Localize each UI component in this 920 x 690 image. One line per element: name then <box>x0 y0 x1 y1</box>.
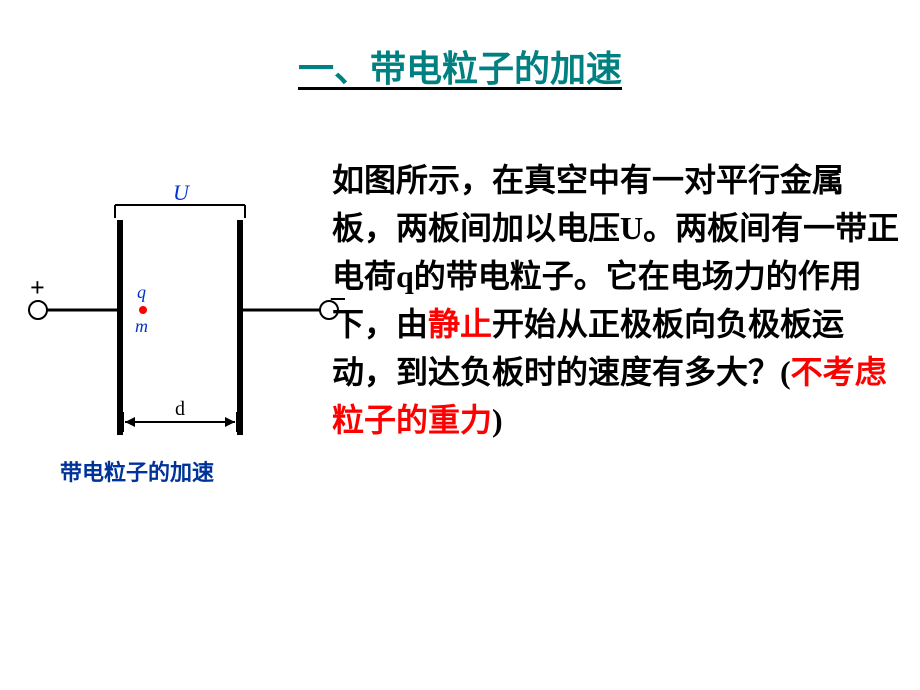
diagram-svg: U + _ q m d <box>15 165 345 495</box>
plus-sign: + <box>30 273 45 302</box>
charge-label: q <box>137 282 146 302</box>
diagram-caption: 带电粒子的加速 <box>60 455 214 487</box>
d-arrow-left <box>125 417 135 427</box>
d-arrow-right <box>225 417 235 427</box>
body-paragraph: 如图所示，在真空中有一对平行金属板，两板间加以电压U。两板间有一带正电荷q的带电… <box>332 156 902 444</box>
body-segment: ) <box>492 402 503 438</box>
voltage-label: U <box>173 180 191 205</box>
mass-label: m <box>135 316 148 336</box>
caption-text: 带电粒子的加速 <box>60 460 214 485</box>
particle-dot <box>139 306 147 314</box>
physics-diagram: U + _ q m d <box>15 165 345 495</box>
section-title: 一、带电粒子的加速 <box>298 40 622 92</box>
distance-label: d <box>175 398 185 420</box>
title-text: 一、带电粒子的加速 <box>298 49 622 89</box>
left-terminal <box>29 301 47 319</box>
body-segment: 静止 <box>428 306 492 342</box>
